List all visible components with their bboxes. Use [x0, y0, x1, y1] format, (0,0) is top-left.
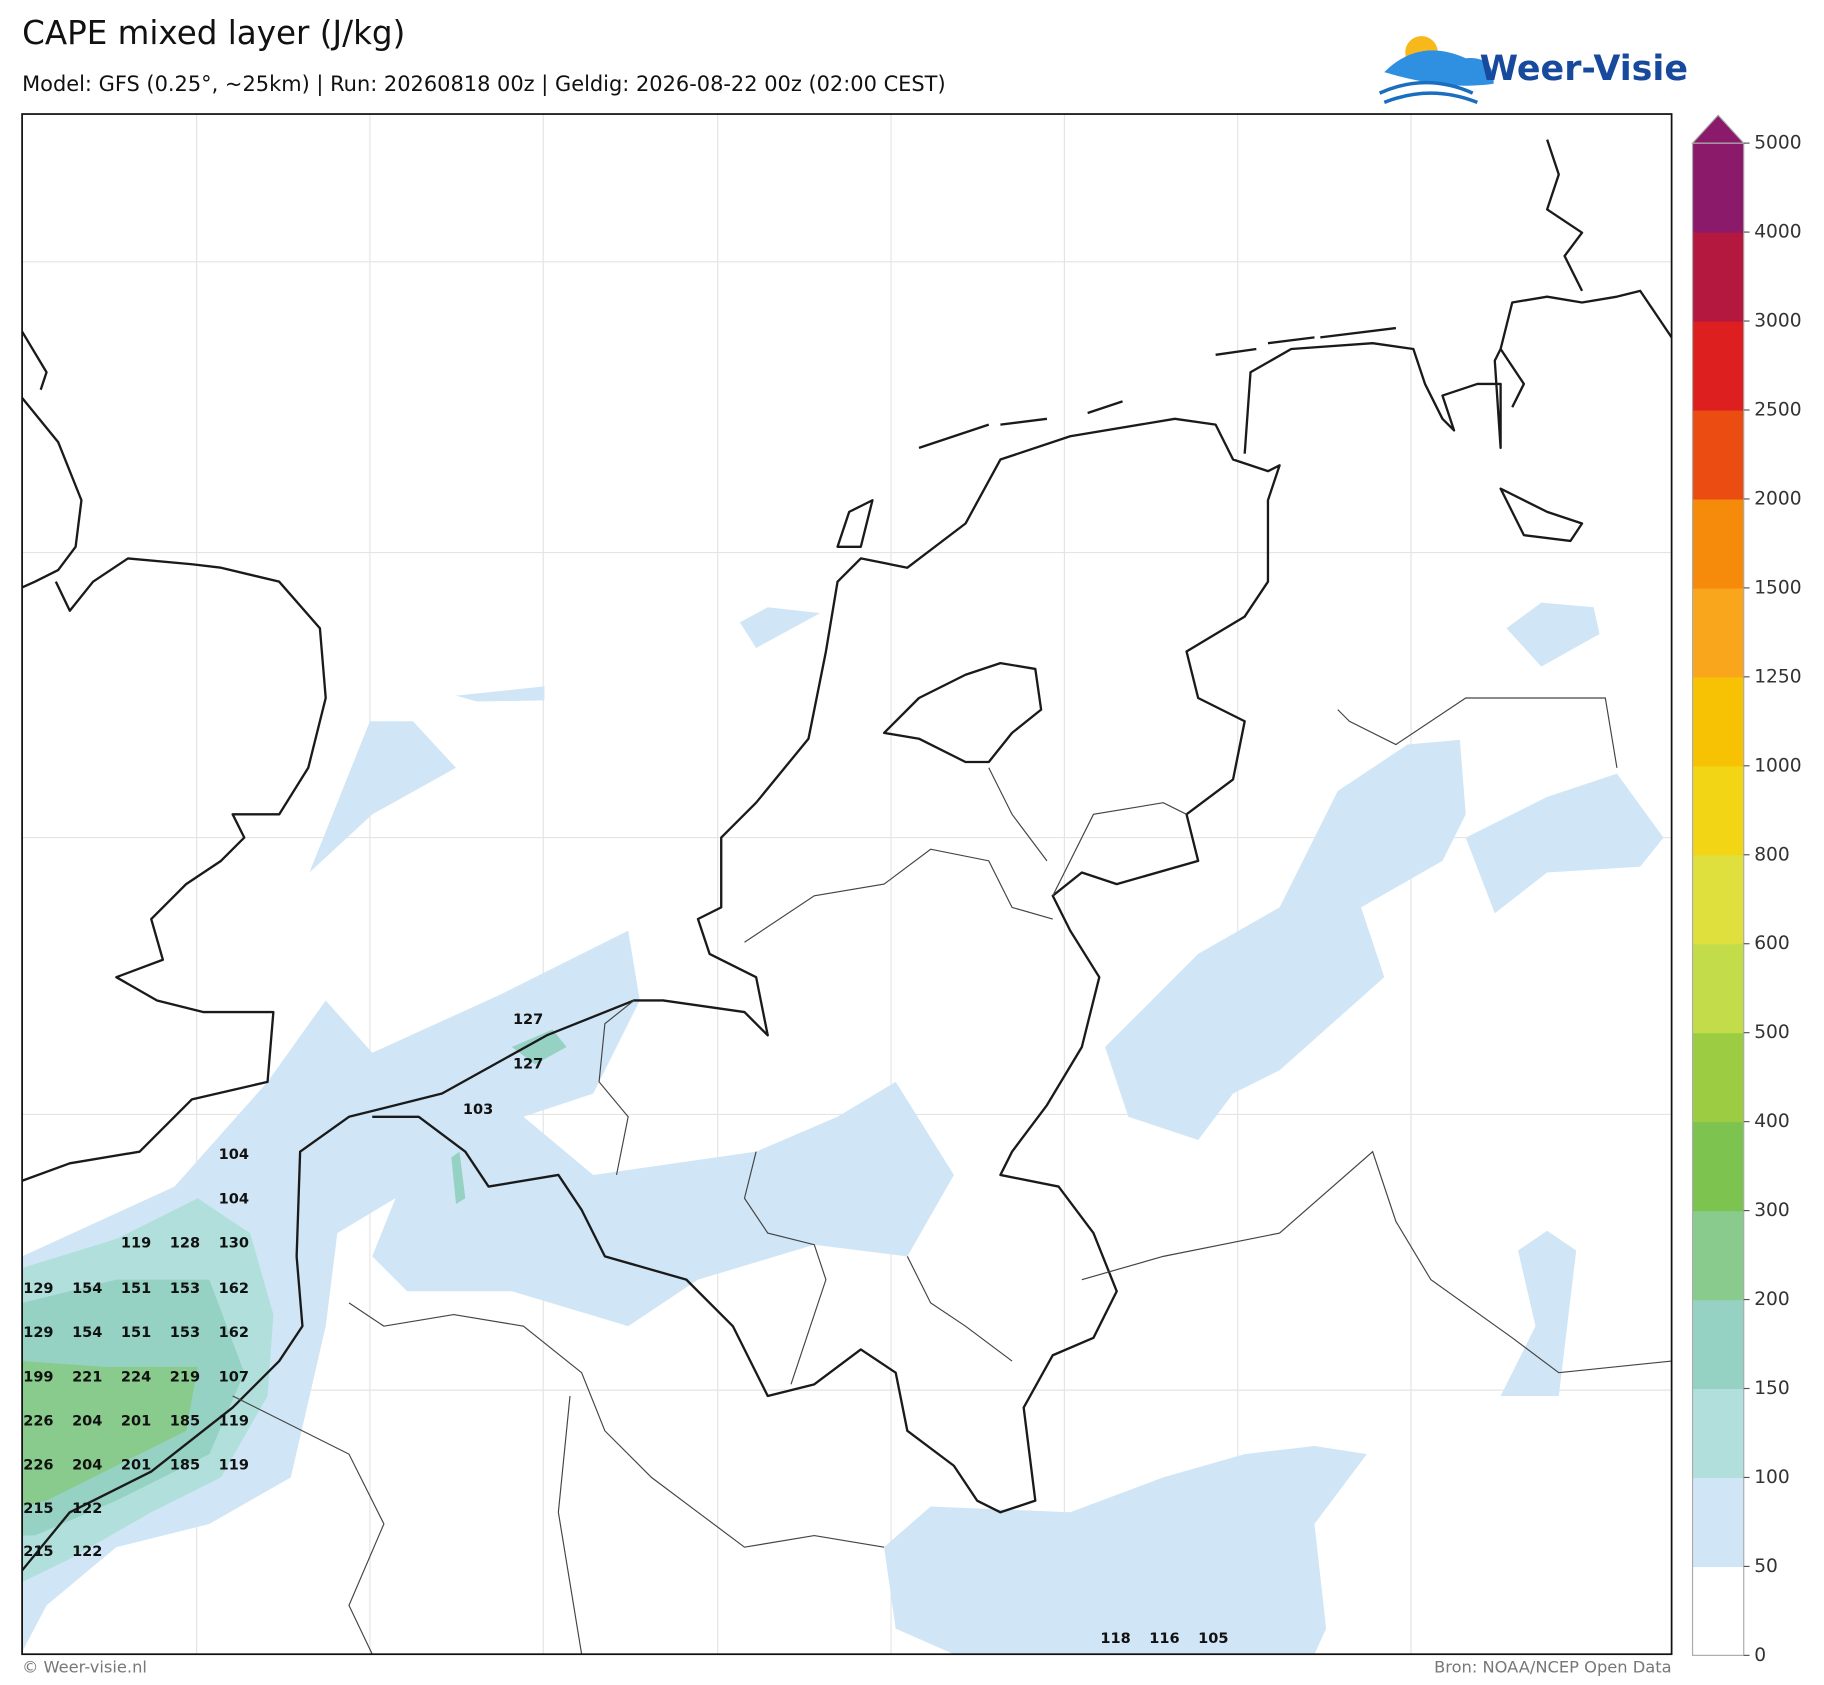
point-label: 122 [72, 1501, 102, 1517]
point-label: 116 [1149, 1631, 1179, 1647]
point-label: 129 [23, 1325, 53, 1341]
colorbar-tick-label: 4000 [1754, 222, 1801, 243]
point-label: 185 [170, 1458, 200, 1474]
colorbar-band [1692, 1299, 1744, 1390]
colorbar-tick-label: 150 [1754, 1378, 1790, 1399]
graticule [22, 114, 1672, 1655]
colorbar-tick-label: 2500 [1754, 399, 1801, 420]
colorbar-band [1692, 676, 1744, 767]
colorbar-tick-label: 5000 [1754, 133, 1801, 154]
point-label: 199 [23, 1369, 53, 1385]
point-label: 107 [219, 1369, 249, 1385]
point-label: 127 [513, 1056, 543, 1072]
colorbar-tick-label: 1250 [1754, 666, 1801, 687]
subtitle: Model: GFS (0.25°, ~25km) | Run: 2026081… [22, 72, 946, 97]
colorbar-band [1692, 1388, 1744, 1479]
colorbar-tick-label: 1500 [1754, 577, 1801, 598]
point-label: 162 [219, 1281, 249, 1297]
point-label: 127 [513, 1012, 543, 1028]
colorbar-tick-label: 500 [1754, 1022, 1790, 1043]
colorbar-band [1692, 409, 1744, 500]
logo: Weer-Visie [1378, 36, 1688, 105]
point-label: 119 [121, 1236, 151, 1252]
colorbar-band [1692, 232, 1744, 322]
colorbar-band [1692, 587, 1744, 678]
colorbar-band [1692, 1210, 1744, 1301]
colorbar-band [1692, 1121, 1744, 1212]
colorbar-band [1692, 321, 1744, 411]
point-label: 221 [72, 1369, 102, 1385]
point-label: 151 [121, 1281, 151, 1297]
colorbar-band [1692, 765, 1744, 856]
point-label: 130 [219, 1236, 249, 1252]
point-label: 201 [121, 1414, 151, 1430]
point-label: 104 [219, 1191, 249, 1207]
colorbar-tick-label: 2000 [1754, 488, 1801, 509]
colorbar: 0 50 100 150 200 300 400 500 600 800 1000 1250 1500 2… [1691, 114, 1802, 1666]
point-label: 154 [72, 1325, 102, 1341]
logo-text: Weer-Visie [1480, 49, 1688, 89]
colorbar-tick-label: 200 [1754, 1289, 1790, 1310]
colorbar-tick-label: 300 [1754, 1200, 1790, 1221]
point-label: 154 [72, 1281, 102, 1297]
point-label: 128 [170, 1236, 200, 1252]
point-label: 153 [170, 1325, 200, 1341]
colorbar-band [1692, 1566, 1744, 1656]
map-frame [21, 113, 1673, 1656]
point-label: 119 [219, 1458, 249, 1474]
point-label: 103 [463, 1102, 493, 1118]
point-label: 201 [121, 1458, 151, 1474]
point-label: 151 [121, 1325, 151, 1341]
colorbar-tick-label: 3000 [1754, 311, 1801, 332]
point-label: 215 [23, 1501, 53, 1517]
title: CAPE mixed layer (J/kg) [22, 14, 405, 52]
point-label: 226 [23, 1414, 53, 1430]
map-area [21, 113, 1673, 1656]
point-label: 215 [23, 1544, 53, 1560]
point-label: 204 [72, 1458, 102, 1474]
point-label: 153 [170, 1281, 200, 1297]
point-label: 122 [72, 1544, 102, 1560]
colorbar-tick-label: 400 [1754, 1111, 1790, 1132]
colorbar-band [1692, 143, 1744, 233]
point-label: 104 [219, 1147, 249, 1163]
point-labels: 127 127 103 104 104 119 128 130 129 154 151 153 162 1… [23, 1012, 1228, 1647]
colorbar-band [1692, 1477, 1744, 1567]
footer-left: © Weer-visie.nl [22, 1658, 147, 1677]
colorbar-tick-label: 0 [1754, 1645, 1766, 1666]
borders [232, 697, 1672, 1655]
colorbar-outline [1691, 142, 1745, 1656]
point-label: 118 [1100, 1631, 1130, 1647]
point-label: 226 [23, 1458, 53, 1474]
coastlines [21, 139, 1673, 1572]
colorbar-tick-label: 1000 [1754, 755, 1801, 776]
point-label: 105 [1198, 1631, 1228, 1647]
footer-right: Bron: NOAA/NCEP Open Data [1434, 1658, 1672, 1677]
point-label: 204 [72, 1414, 102, 1430]
point-label: 185 [170, 1414, 200, 1430]
point-label: 119 [219, 1414, 249, 1430]
colorbar-band [1692, 854, 1744, 945]
colorbar-band [1692, 1032, 1744, 1123]
colorbar-band [1692, 943, 1744, 1034]
colorbar-extend [1691, 114, 1746, 144]
colorbar-tick-label: 100 [1754, 1467, 1790, 1488]
point-label: 162 [219, 1325, 249, 1341]
colorbar-tick-label: 50 [1754, 1556, 1778, 1577]
colorbar-tick-label: 600 [1754, 933, 1790, 954]
colorbar-tick-label: 800 [1754, 844, 1790, 865]
point-label: 224 [121, 1369, 151, 1385]
point-label: 129 [23, 1281, 53, 1297]
colorbar-band [1692, 498, 1744, 589]
point-label: 219 [170, 1369, 200, 1385]
